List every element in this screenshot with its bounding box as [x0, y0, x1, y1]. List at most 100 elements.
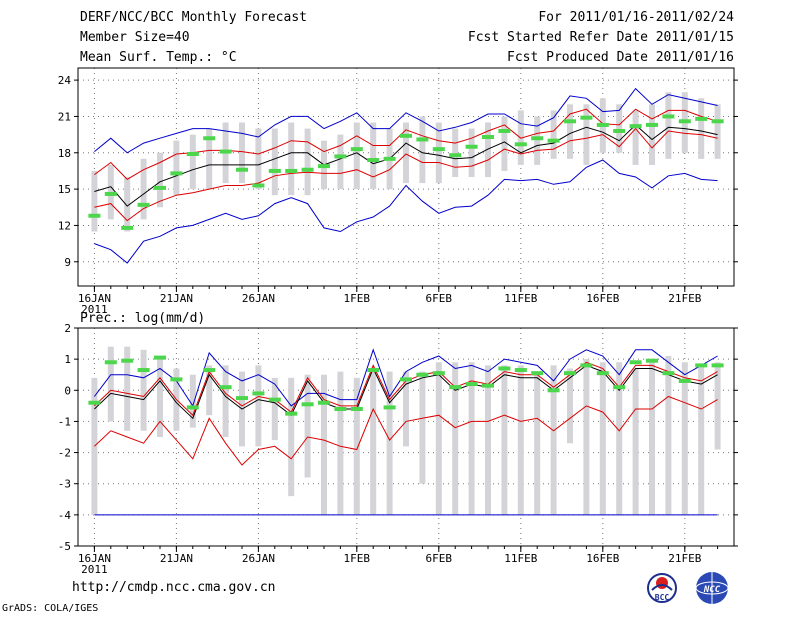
median-mark [383, 156, 396, 161]
median-mark [498, 128, 511, 133]
median-mark [203, 368, 216, 373]
y-tick-label: 12 [58, 219, 71, 232]
box-bar [485, 365, 491, 515]
box-bar [419, 116, 426, 184]
box-bar [173, 140, 180, 196]
box-bar [222, 365, 229, 437]
median-mark [121, 225, 134, 230]
median-mark [678, 119, 691, 124]
series-line-ens_max [94, 348, 718, 408]
median-mark [186, 405, 199, 410]
box-bar [403, 122, 409, 184]
median-mark [350, 147, 363, 152]
x-tick-label: 16FEB [586, 552, 619, 565]
box-bar [140, 158, 147, 220]
median-mark [564, 371, 576, 376]
box-bar [304, 128, 311, 196]
median-mark [711, 363, 724, 368]
median-mark [318, 400, 330, 405]
median-mark [137, 368, 150, 373]
median-mark [285, 411, 298, 416]
median-mark [252, 183, 265, 188]
median-mark [613, 385, 626, 390]
box-bar [255, 128, 262, 190]
x-tick-label: 1FEB [344, 292, 371, 305]
median-mark [285, 168, 298, 173]
median-mark [596, 371, 609, 376]
forecast-range: For 2011/01/16-2011/02/24 [538, 10, 734, 25]
median-mark [318, 164, 330, 169]
header-right: For 2011/01/16-2011/02/24 Fcst Started R… [468, 8, 734, 68]
median-mark [236, 167, 248, 172]
median-mark [531, 371, 544, 376]
box-bar [616, 362, 623, 515]
precipitation-panel: -5 -4 -3 -2 -1 0 1 2 16JAN 21JAN 26JAN 1FEB 6FEB 11FE… [58, 311, 738, 576]
x-tick-label: 26JAN [242, 292, 275, 305]
chart-title: DERF/NCC/BCC Monthly Forecast [80, 10, 307, 25]
median-mark [383, 405, 396, 410]
x-tick-label: 16JAN [78, 552, 111, 565]
member-size: Member Size=40 [80, 30, 190, 45]
y-tick-label: -1 [58, 415, 71, 428]
ncc-logo-text: NCC [703, 585, 721, 595]
box-bar [386, 371, 393, 515]
box-bar [534, 116, 541, 165]
y-tick-label: 9 [64, 256, 71, 269]
median-mark [170, 377, 183, 382]
y-tick-label: 2 [64, 322, 71, 335]
median-mark [154, 355, 166, 360]
median-mark [301, 402, 314, 407]
box-bar [583, 104, 590, 165]
median-mark [580, 363, 593, 368]
y-tick-label: 15 [58, 183, 71, 196]
box-bar [632, 110, 639, 165]
box-bar [157, 356, 163, 437]
median-mark [301, 167, 314, 172]
box-bar [550, 110, 557, 159]
median-mark [416, 137, 429, 142]
median-mark [514, 142, 527, 147]
series-line-ens_max [94, 87, 718, 154]
box-bar [157, 152, 163, 208]
x-tick-label: 6FEB [426, 552, 453, 565]
median-mark [596, 122, 609, 127]
bcc-logo-icon: BCC [647, 573, 677, 603]
bcc-logo-text: BCC [655, 593, 670, 602]
box-bar [370, 368, 377, 515]
source-url[interactable]: http://cmdp.ncc.cma.gov.cn [72, 580, 276, 595]
median-mark [154, 185, 166, 190]
x-tick-label: 21FEB [668, 552, 701, 565]
median-mark [629, 124, 642, 129]
box-bar [91, 170, 98, 232]
box-bar [435, 362, 442, 515]
median-mark [482, 383, 494, 388]
median-mark [547, 138, 560, 143]
box-bar [140, 349, 147, 431]
median-mark [400, 133, 412, 138]
box-bar [435, 122, 442, 184]
y-tick-label: -5 [58, 540, 71, 553]
x-tick-label: 21JAN [160, 552, 193, 565]
ncc-logo-icon: NCC [695, 572, 729, 604]
median-mark [268, 168, 281, 173]
median-mark [121, 358, 134, 363]
series-line-ens_min [94, 159, 718, 264]
box-bar [337, 134, 344, 190]
box-bar [189, 374, 196, 428]
median-mark [104, 191, 117, 196]
median-mark [170, 171, 183, 176]
panel-title: Prec.: log(mm/d) [80, 311, 205, 326]
y-tick-label: -4 [58, 509, 72, 522]
median-mark [334, 154, 347, 159]
box-bar [321, 374, 327, 515]
box-bar [337, 371, 344, 515]
x-tick-label: 26JAN [242, 552, 275, 565]
box-bar [452, 362, 459, 515]
median-mark [449, 385, 462, 390]
median-mark [465, 382, 478, 387]
year-label: 2011 [81, 303, 108, 316]
box-bar [534, 371, 541, 515]
median-mark [662, 371, 675, 376]
box-bar [665, 356, 672, 515]
y-tick-label: -3 [58, 478, 71, 491]
